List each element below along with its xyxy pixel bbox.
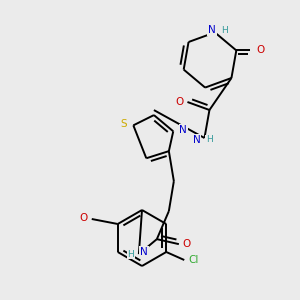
Text: N: N [179, 125, 187, 135]
Text: N: N [193, 135, 200, 145]
Text: O: O [256, 45, 264, 56]
Text: N: N [208, 26, 216, 35]
Text: N: N [140, 247, 148, 257]
Text: H: H [221, 26, 228, 35]
Text: O: O [183, 239, 191, 249]
Text: Cl: Cl [188, 255, 198, 265]
Text: H: H [206, 136, 213, 145]
Text: S: S [120, 119, 127, 129]
Text: H: H [128, 250, 134, 259]
Text: O: O [175, 97, 184, 107]
Text: O: O [80, 213, 88, 223]
